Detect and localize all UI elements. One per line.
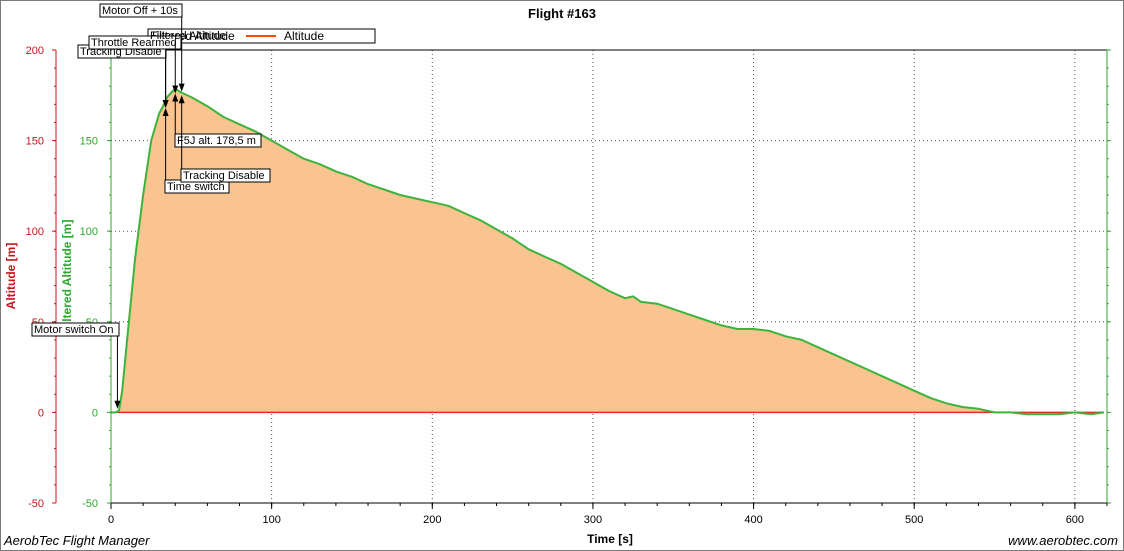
annotation-box — [174, 133, 262, 148]
x-axis-tick-label: 500 — [905, 514, 923, 526]
legend-label-altitude: Altitude — [284, 29, 324, 43]
annotation-box — [31, 322, 120, 337]
right-axis-tick-label: 150 — [80, 136, 98, 148]
x-axis-tick-label: 200 — [423, 514, 441, 526]
annotation-label: Motor switch On — [34, 324, 113, 336]
right-axis-tick-label: 100 — [80, 226, 98, 238]
annotation-label: Motor Off + 10s — [102, 5, 178, 17]
filtered-altitude-area — [111, 89, 1104, 415]
annotation-box — [99, 3, 183, 18]
annotation-arrow — [178, 95, 185, 104]
left-axis-title: Altitude [m] — [4, 243, 18, 310]
annotation-arrow — [162, 107, 169, 116]
x-axis-title: Time [s] — [587, 532, 633, 546]
left-axis-tick-label: 100 — [26, 226, 44, 238]
x-axis-tick-label: 100 — [262, 514, 280, 526]
annotation-label: Time switch — [167, 181, 225, 193]
annotation-arrow — [178, 83, 185, 92]
left-axis-tick-label: 0 — [38, 407, 44, 419]
right-axis-title: Filtered Altitude [m] — [60, 220, 74, 333]
annotation-label: Throttle Rearmed — [91, 37, 177, 49]
annotation-label: F5J alt. 178,5 m — [177, 135, 256, 147]
annotation-arrow — [172, 93, 179, 102]
right-axis-tick-label: -50 — [82, 498, 98, 510]
annotation-box — [180, 168, 271, 183]
x-axis-tick-label: 600 — [1066, 514, 1084, 526]
annotation-arrow — [114, 400, 121, 409]
annotation-arrow — [162, 99, 169, 108]
left-axis-tick-label: -50 — [28, 498, 44, 510]
left-axis-tick-label: 150 — [26, 136, 44, 148]
x-axis-tick-label: 0 — [108, 514, 114, 526]
right-axis-tick-label: 0 — [92, 407, 98, 419]
filtered-altitude-line — [111, 88, 1104, 416]
annotation-label: Filtered Altitude — [150, 30, 226, 42]
annotation-box — [88, 35, 182, 50]
x-axis-tick-label: 400 — [744, 514, 762, 526]
x-axis-tick-label: 300 — [584, 514, 602, 526]
chart-title: Flight #163 — [528, 6, 596, 21]
left-axis-tick-label: 200 — [26, 45, 44, 57]
annotation-arrow — [172, 85, 179, 94]
footer-app-name: AerobTec Flight Manager — [4, 533, 150, 548]
footer-website: www.aerobtec.com — [1008, 533, 1118, 548]
annotation-label: Tracking Disable — [183, 170, 265, 182]
